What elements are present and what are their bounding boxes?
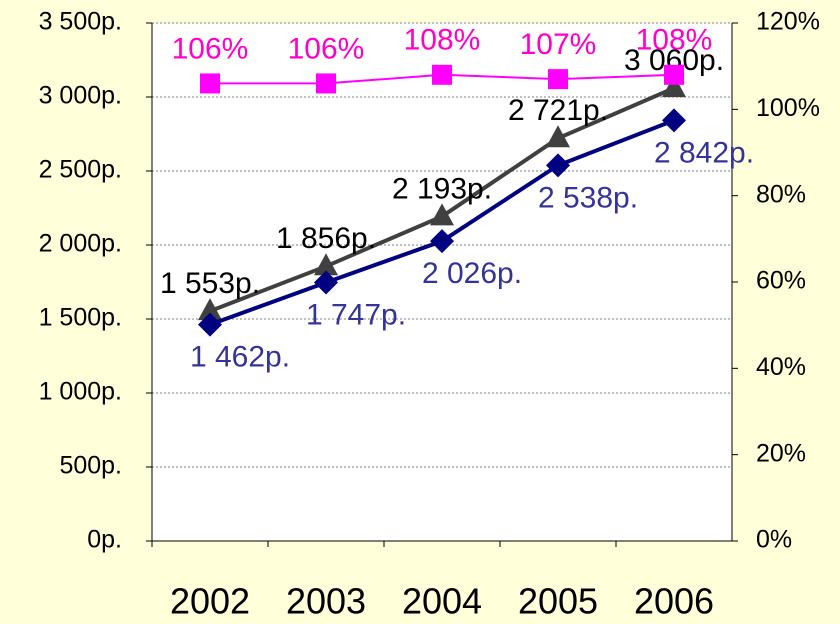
y2-tick-label: 40% <box>756 353 806 381</box>
marker <box>200 73 220 94</box>
marker <box>198 312 222 337</box>
y2-tick-label: 60% <box>756 267 806 295</box>
value-label: 1 856р. <box>276 222 376 255</box>
value-label: 2 026р. <box>422 257 522 290</box>
marker <box>662 75 686 98</box>
value-label: 108% <box>404 24 481 57</box>
y-tick-label: 500р. <box>59 452 122 480</box>
y2-tick-label: 100% <box>756 94 820 122</box>
value-label: 2 538р. <box>538 181 638 214</box>
marker <box>664 64 684 85</box>
y2-tick-label: 0% <box>756 526 792 554</box>
value-label: 1 553р. <box>160 267 260 300</box>
y-tick-label: 2 500р. <box>39 156 122 184</box>
x-tick-label: 2006 <box>634 581 714 622</box>
value-label: 2 842р. <box>654 136 754 169</box>
marker <box>198 298 222 321</box>
marker <box>662 108 686 133</box>
x-tick-label: 2003 <box>286 581 366 622</box>
value-label: 1 747р. <box>306 298 406 331</box>
value-label: 1 462р. <box>190 341 290 374</box>
marker <box>548 69 568 90</box>
marker <box>430 229 454 254</box>
y-tick-label: 1 500р. <box>39 304 122 332</box>
marker <box>546 153 570 178</box>
x-tick-label: 2005 <box>518 581 598 622</box>
value-label: 2 193р. <box>392 172 492 205</box>
value-label: 106% <box>172 32 249 65</box>
marker <box>546 125 570 148</box>
y2-tick-label: 120% <box>756 8 820 36</box>
plot-area <box>152 23 732 541</box>
y-tick-label: 2 000р. <box>39 230 122 258</box>
marker <box>314 253 338 276</box>
y-tick-label: 3 000р. <box>39 82 122 110</box>
x-tick-label: 2002 <box>170 581 250 622</box>
marker <box>432 64 452 85</box>
y2-tick-label: 80% <box>756 180 806 208</box>
value-label: 107% <box>520 28 597 61</box>
x-tick-label: 2004 <box>402 581 482 622</box>
marker <box>314 270 338 295</box>
y-tick-label: 3 500р. <box>39 8 122 36</box>
y2-tick-label: 20% <box>756 439 806 467</box>
marker <box>430 203 454 226</box>
value-label: 106% <box>288 32 365 65</box>
value-label: 108% <box>636 24 713 57</box>
y-tick-label: 1 000р. <box>39 378 122 406</box>
y-tick-label: 0р. <box>87 526 122 554</box>
marker <box>316 73 336 94</box>
value-label: 2 721р. <box>508 94 608 127</box>
